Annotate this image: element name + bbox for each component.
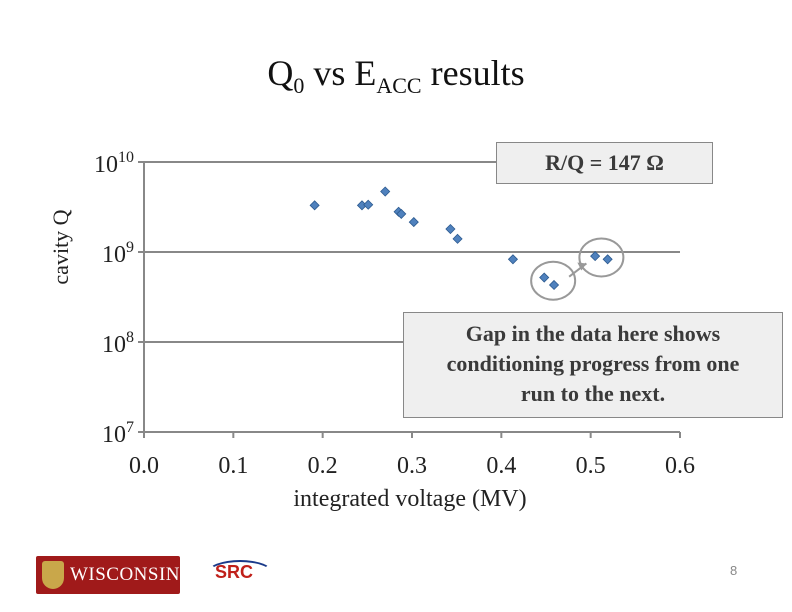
data-point-2 [363,199,374,210]
y-tick-label-8: 108 [102,329,134,358]
y-axis-title: cavity Q [48,209,73,284]
data-point-8 [452,233,463,244]
src-logo: SRC [205,560,273,602]
rq-label: R/Q = 147 Ω [545,150,664,175]
title-q: Q [267,53,294,93]
x-tick-label-4: 0.4 [486,453,516,479]
gap-arrowhead [577,262,587,271]
data-point-5 [396,208,407,219]
crest-icon [42,561,64,589]
gap-note-box: Gap in the data here shows conditioning … [403,312,783,418]
data-point-0 [309,200,320,211]
x-tick-label-5: 0.5 [576,453,606,479]
data-point-12 [590,251,601,262]
data-point-3 [380,186,391,197]
wisconsin-wordmark: WISCONSIN [69,564,180,585]
data-point-7 [445,223,456,235]
slide-title: Q0 vs EACC results [0,52,792,99]
note-line-2: conditioning progress from one [446,351,740,376]
x-tick-label-2: 0.2 [308,453,338,479]
note-line-1: Gap in the data here shows [465,321,721,346]
x-axis-title: integrated voltage (MV) [293,486,526,512]
src-ring-icon [207,560,273,586]
title-vs-e: vs E [304,53,377,93]
highlight-ellipse-1 [578,237,625,278]
rq-annotation-box: R/Q = 147 Ω [496,142,713,184]
x-tick-label-6: 0.6 [665,453,695,479]
data-point-13 [602,254,613,265]
title-sub-acc: ACC [376,73,422,98]
data-point-6 [408,217,419,228]
x-tick-label-3: 0.3 [397,453,427,479]
y-tick-label-7: 107 [102,419,134,448]
data-point-11 [548,279,560,291]
title-results: results [421,53,525,93]
highlight-ellipse-0 [530,260,577,301]
note-line-3: run to the next. [520,381,666,406]
y-tick-label-9: 109 [102,239,134,268]
y-tick-label-10: 1010 [94,149,134,178]
page-number: 8 [730,563,738,578]
data-point-9 [507,254,519,265]
title-sub-0: 0 [293,73,305,98]
x-tick-label-0: 0.0 [129,453,159,479]
wisconsin-logo: WISCONSIN [36,556,180,594]
x-tick-label-1: 0.1 [218,453,248,479]
src-wordmark: SRC [215,562,254,582]
data-point-10 [539,272,550,283]
